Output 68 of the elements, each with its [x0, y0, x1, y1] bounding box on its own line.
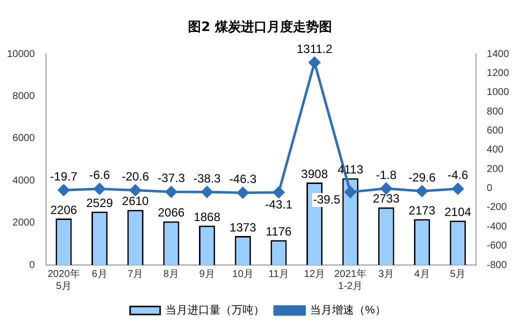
data-label: -46.3: [229, 172, 257, 186]
y2-tick-label: -800: [486, 260, 508, 271]
data-label: 2733: [372, 192, 400, 206]
x-tick-label: 8月: [163, 268, 179, 280]
data-label: -43.1: [265, 198, 293, 212]
data-label: -39.5: [313, 192, 341, 206]
data-label: -19.7: [50, 169, 78, 184]
legend-label: 当月增速（%）: [310, 304, 386, 317]
point: [130, 184, 142, 196]
point: [58, 184, 70, 196]
x-tick-label: 2021年 1-2月: [334, 268, 366, 292]
y2-tick-label: -200: [486, 202, 508, 214]
data-label: -4.6: [448, 168, 469, 182]
y-tick-label: 10000: [6, 48, 36, 60]
data-label: 1868: [194, 210, 221, 224]
data-label: 1176: [266, 224, 292, 238]
data-label: 2066: [158, 206, 185, 220]
y-tick-label: 2000: [12, 218, 36, 229]
point: [308, 56, 320, 68]
y2-tick-label: -400: [486, 221, 508, 232]
point: [344, 186, 356, 198]
point: [165, 186, 177, 198]
x-tick-label: 4月: [414, 268, 430, 280]
data-label: -29.6: [408, 170, 436, 184]
y-tick-label: 4000: [12, 175, 36, 186]
x-tick-label: 11月: [268, 268, 289, 280]
y2-tick-label: 200: [486, 164, 504, 175]
x-tick-label: 5月: [450, 268, 466, 280]
data-label: 1311.2: [296, 42, 333, 56]
data-label: 1373: [230, 220, 257, 234]
data-label: 2206: [50, 202, 78, 217]
data-label: -37.3: [158, 171, 186, 186]
x-tick-label: 6月: [92, 268, 108, 280]
data-label: 3908: [301, 166, 328, 181]
legend-label: 当月进口量（万吨）: [166, 304, 265, 317]
data-label: 2529: [86, 196, 114, 210]
point: [272, 186, 284, 198]
point: [201, 186, 213, 198]
x-tick-label: 12月: [304, 268, 326, 280]
y-tick-label: 0: [29, 260, 36, 271]
data-label: 2173: [408, 203, 436, 218]
data-label: -1.8: [376, 168, 397, 182]
point: [452, 182, 464, 194]
point: [237, 186, 249, 198]
y2-tick-label: 1000: [486, 87, 510, 98]
y2-tick-label: 1400: [486, 48, 510, 60]
y-tick-label: 6000: [12, 133, 36, 144]
chart-title: 图2 煤炭进口月度走势图: [187, 18, 333, 37]
data-label: 2610: [122, 194, 150, 208]
data-label: -6.6: [89, 168, 110, 182]
y2-tick-label: 1200: [486, 68, 510, 79]
point: [94, 183, 106, 195]
x-tick-label: 10月: [232, 268, 254, 280]
point: [380, 182, 392, 194]
x-tick-label: 3月: [378, 268, 394, 280]
y2-tick-label: 0: [486, 183, 493, 194]
x-tick-label: 2020年 5月: [48, 268, 80, 292]
y2-tick-label: 600: [486, 125, 504, 136]
y2-tick-label: 400: [486, 144, 504, 156]
y2-tick-label: 800: [486, 106, 504, 118]
y2-tick-label: -600: [486, 240, 508, 252]
y-tick-label: 8000: [12, 90, 36, 102]
point: [416, 185, 428, 197]
data-label: -20.6: [122, 170, 150, 184]
data-label: 2104: [444, 204, 472, 219]
x-tick-label: 9月: [199, 268, 215, 280]
data-label: -38.3: [193, 171, 222, 186]
x-tick-label: 7月: [128, 268, 144, 280]
